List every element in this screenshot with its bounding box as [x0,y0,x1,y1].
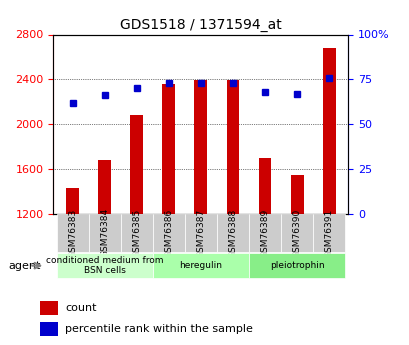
Text: GSM76385: GSM76385 [132,208,141,257]
FancyBboxPatch shape [88,214,120,252]
Text: GSM76384: GSM76384 [100,208,109,257]
Text: GSM76386: GSM76386 [164,208,173,257]
Text: GSM76391: GSM76391 [324,208,333,257]
Text: heregulin: heregulin [179,261,222,270]
FancyBboxPatch shape [56,253,153,278]
FancyBboxPatch shape [248,253,344,278]
Bar [290,175,303,214]
FancyBboxPatch shape [120,214,153,252]
FancyBboxPatch shape [56,214,88,252]
FancyBboxPatch shape [153,214,184,252]
Bar [40,322,58,336]
Text: GSM76383: GSM76383 [68,208,77,257]
Title: GDS1518 / 1371594_at: GDS1518 / 1371594_at [120,18,281,32]
Bar [66,188,79,214]
Text: conditioned medium from
BSN cells: conditioned medium from BSN cells [46,256,163,275]
Text: percentile rank within the sample: percentile rank within the sample [65,324,252,334]
FancyBboxPatch shape [281,214,312,252]
Bar [162,84,175,214]
Text: GSM76388: GSM76388 [228,208,237,257]
Bar [130,115,143,214]
FancyBboxPatch shape [216,214,248,252]
FancyBboxPatch shape [248,214,281,252]
Text: GSM76389: GSM76389 [260,208,269,257]
Text: pleiotrophin: pleiotrophin [269,261,324,270]
FancyBboxPatch shape [312,214,344,252]
FancyBboxPatch shape [184,214,216,252]
FancyBboxPatch shape [153,253,248,278]
Text: agent: agent [8,261,40,270]
Bar [226,80,239,214]
Bar [194,80,207,214]
Bar [98,160,111,214]
Bar [258,158,271,214]
Text: count: count [65,303,97,313]
Text: GSM76387: GSM76387 [196,208,205,257]
Bar [40,301,58,315]
Text: GSM76390: GSM76390 [292,208,301,257]
Bar [322,48,335,214]
